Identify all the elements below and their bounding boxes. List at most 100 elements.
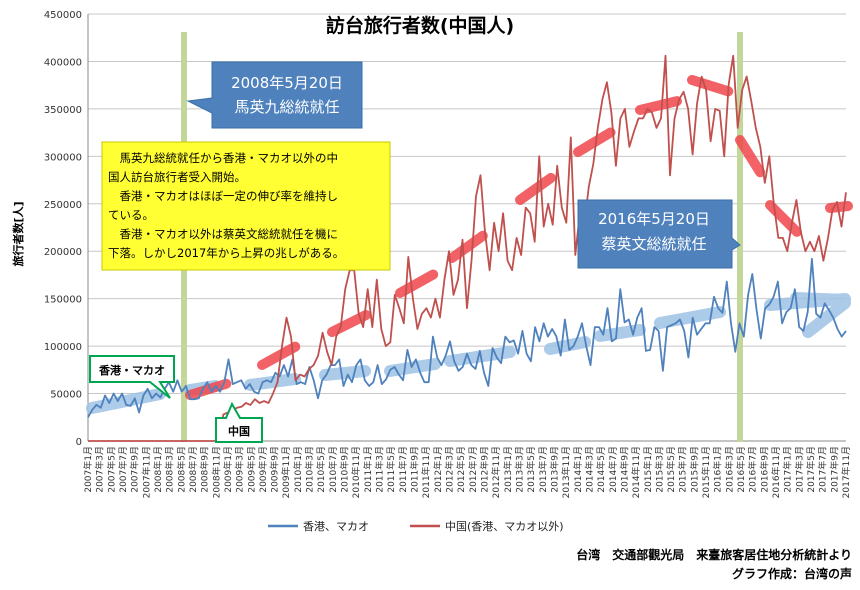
explanation-note: 馬英九総統就任から香港・マカオ以外の中 国人訪台旅行者受入開始。 香港・マカオは…	[101, 141, 391, 271]
note-line-3: 香港・マカオはほぼ一定の伸び率を維持し	[108, 189, 338, 203]
x-tick-label: 2009年9月	[269, 446, 281, 493]
note-line-1: 馬英九総統就任から香港・マカオ以外の中	[108, 151, 338, 165]
x-tick-label: 2010年11月	[350, 446, 362, 498]
legend-cn: 中国(香港、マカオ以外)	[445, 520, 564, 533]
x-tick-label: 2008年1月	[152, 446, 164, 493]
x-tick-label: 2011年1月	[362, 446, 374, 493]
note-line-5: 香港・マカオ以外は蔡英文総統就任を機に	[108, 227, 338, 241]
x-tick-label: 2007年11月	[140, 446, 152, 498]
x-tick-label: 2010年3月	[304, 446, 316, 493]
x-tick-label: 2013年9月	[548, 446, 560, 493]
marker-2016-inauguration	[737, 32, 743, 442]
x-tick-label: 2008年5月	[175, 446, 187, 493]
x-tick-label: 2011年5月	[385, 446, 397, 493]
x-tick-label: 2007年3月	[94, 446, 106, 493]
y-axis-ticks: 0 50000 100000 150000 200000 250000 300000 3500…	[44, 10, 82, 448]
x-tick-label: 2014年7月	[607, 446, 619, 493]
note-line-2: 国人訪台旅行者受入開始。	[108, 170, 246, 184]
x-tick-label: 2016年11月	[770, 446, 782, 498]
x-tick-label: 2012年9月	[478, 446, 490, 493]
x-tick-label: 2014年9月	[618, 446, 630, 493]
x-tick-label: 2010年1月	[292, 446, 304, 493]
x-tick-label: 2017年9月	[828, 446, 840, 493]
x-tick-label: 2011年3月	[374, 446, 386, 493]
x-tick-label: 2007年9月	[129, 446, 141, 493]
x-tick-label: 2011年11月	[420, 446, 432, 498]
x-tick-label: 2012年3月	[444, 446, 456, 493]
x-tick-label: 2011年7月	[397, 446, 409, 493]
x-tick-label: 2016年7月	[747, 446, 759, 493]
x-tick-label: 2012年5月	[455, 446, 467, 493]
x-tick-label: 2013年11月	[560, 446, 572, 498]
callout-2008-event: 馬英九総統就任	[234, 98, 339, 116]
x-tick-label: 2016年9月	[758, 446, 770, 493]
callout-2008: 2008年5月20日 馬英九総統就任	[186, 61, 363, 129]
x-tick-label: 2007年5月	[105, 446, 117, 493]
x-tick-label: 2007年1月	[82, 446, 94, 493]
x-tick-label: 2009年7月	[257, 446, 269, 493]
x-tick-label: 2017年7月	[817, 446, 829, 493]
legend-hk: 香港、マカオ	[303, 520, 369, 533]
x-tick-label: 2017年3月	[793, 446, 805, 493]
note-line-6: 下落。しかし2017年から上昇の兆しがある。	[108, 246, 344, 260]
x-tick-label: 2012年11月	[490, 446, 502, 498]
x-tick-label: 2015年5月	[665, 446, 677, 493]
source-line-1: 台湾 交通部觀光局 来臺旅客居住地分析統計より	[576, 547, 852, 562]
x-tick-label: 2016年5月	[735, 446, 747, 493]
y-axis-label: 旅行者数[人]	[11, 201, 25, 266]
x-tick-label: 2014年3月	[583, 446, 595, 493]
x-tick-label: 2013年5月	[525, 446, 537, 493]
x-tick-label: 2007年7月	[117, 446, 129, 493]
y-tick-label: 100000	[44, 342, 82, 353]
chart-title: 訪台旅行者数(中国人)	[326, 14, 514, 37]
callout-2016-date: 2016年5月20日	[598, 210, 710, 228]
x-tick-label: 2010年5月	[315, 446, 327, 493]
y-tick-label: 450000	[44, 10, 82, 21]
x-tick-label: 2015年11月	[700, 446, 712, 498]
cn-trend-segments	[185, 75, 853, 400]
series-line-hk	[87, 257, 847, 418]
x-tick-label: 2012年1月	[432, 446, 444, 493]
x-tick-label: 2015年7月	[677, 446, 689, 493]
x-tick-label: 2013年1月	[502, 446, 514, 493]
x-tick-label: 2014年11月	[630, 446, 642, 498]
x-tick-label: 2017年11月	[840, 446, 852, 498]
y-tick-label: 200000	[44, 247, 82, 258]
x-tick-label: 2008年9月	[199, 446, 211, 493]
y-tick-label: 300000	[44, 152, 82, 163]
x-tick-label: 2011年9月	[409, 446, 421, 493]
callout-2016: 2016年5月20日 蔡英文総統就任	[577, 199, 741, 269]
x-tick-label: 2008年3月	[164, 446, 176, 493]
x-tick-label: 2014年1月	[572, 446, 584, 493]
x-tick-label: 2015年3月	[653, 446, 665, 493]
x-tick-label: 2012年7月	[467, 446, 479, 493]
legend: 香港、マカオ 中国(香港、マカオ以外)	[268, 520, 564, 533]
plot-area	[87, 54, 847, 442]
x-tick-label: 2009年3月	[234, 446, 246, 493]
tag-cn: 中国	[215, 401, 263, 443]
callout-2016-event: 蔡英文総統就任	[601, 235, 706, 253]
x-tick-label: 2013年3月	[513, 446, 525, 493]
tag-cn-text: 中国	[228, 424, 250, 438]
x-tick-label: 2013年7月	[537, 446, 549, 493]
x-tick-label: 2008年11月	[210, 446, 222, 498]
x-tick-label: 2016年1月	[712, 446, 724, 493]
tag-hk-text: 香港・マカオ	[98, 363, 165, 377]
x-tick-label: 2017年5月	[805, 446, 817, 493]
x-tick-label: 2010年9月	[339, 446, 351, 493]
x-tick-label: 2008年7月	[187, 446, 199, 493]
y-tick-label: 50000	[50, 390, 82, 401]
x-tick-label: 2009年1月	[222, 446, 234, 493]
x-tick-label: 2015年1月	[642, 446, 654, 493]
source-line-2: グラフ作成：台湾の声	[732, 566, 852, 581]
x-tick-label: 2009年11月	[280, 446, 292, 498]
x-tick-label: 2017年1月	[782, 446, 794, 493]
series-line-cn	[88, 54, 847, 442]
y-tick-label: 400000	[44, 57, 82, 68]
note-line-4: ている。	[108, 208, 154, 222]
x-axis-ticks: 2007年1月 2007年3月 2007年5月 2007年7月 2007年9月 2007年…	[82, 446, 852, 498]
tag-hk: 香港・マカオ	[89, 355, 175, 399]
x-tick-label: 2015年9月	[688, 446, 700, 493]
y-tick-label: 150000	[44, 295, 82, 306]
